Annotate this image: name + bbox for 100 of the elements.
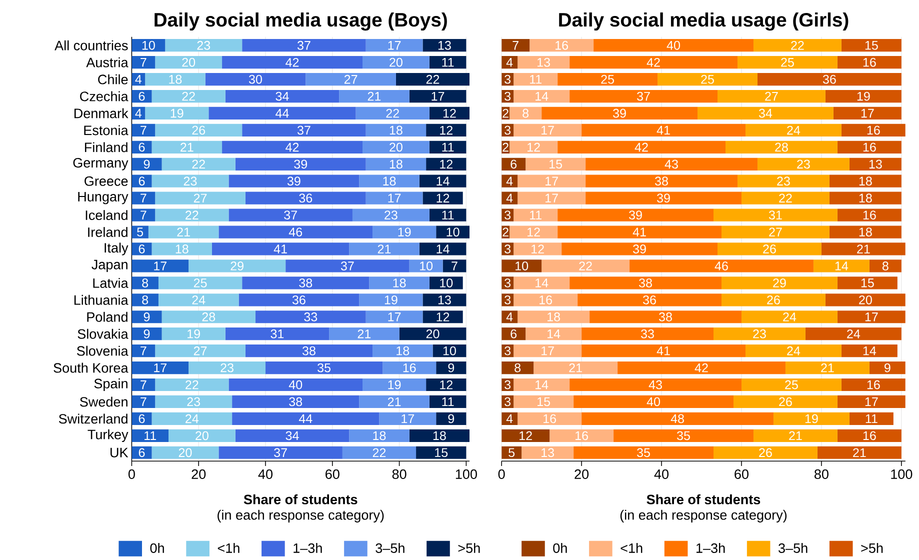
bar bbox=[570, 56, 738, 69]
data-label: 41 bbox=[656, 346, 670, 356]
data-label: 21 bbox=[358, 329, 371, 338]
data-label: 3 bbox=[504, 244, 511, 254]
bar bbox=[222, 140, 363, 154]
bar bbox=[132, 38, 166, 52]
data-label: 22 bbox=[372, 448, 386, 457]
data-label: 24 bbox=[847, 329, 860, 338]
data-label: 16 bbox=[863, 142, 876, 152]
data-label: 36 bbox=[299, 194, 312, 202]
bar bbox=[232, 395, 360, 408]
data-label: 20 bbox=[196, 431, 208, 440]
bar bbox=[833, 106, 902, 120]
data-label: 25 bbox=[194, 278, 207, 288]
data-label: 25 bbox=[601, 74, 614, 84]
legend-label: 1–3h bbox=[696, 542, 725, 553]
data-label: 9 bbox=[448, 363, 454, 372]
data-label: 16 bbox=[544, 414, 556, 424]
data-label: 26 bbox=[759, 448, 772, 458]
data-label: 36 bbox=[822, 74, 836, 84]
data-label: 23 bbox=[797, 160, 810, 169]
bar bbox=[841, 38, 902, 52]
bar bbox=[359, 294, 423, 306]
data-label: 16 bbox=[863, 210, 876, 220]
data-label: 12 bbox=[520, 431, 532, 440]
bar bbox=[416, 446, 466, 459]
data-label: 3 bbox=[504, 92, 511, 101]
data-label: 39 bbox=[287, 176, 300, 186]
data-label: 36 bbox=[643, 295, 656, 304]
bar bbox=[514, 276, 570, 290]
data-label: 33 bbox=[304, 312, 318, 322]
x-axis-title: Share of students bbox=[646, 494, 760, 504]
data-label: 18 bbox=[393, 278, 406, 288]
data-label: 17 bbox=[542, 346, 554, 356]
data-label: 25 bbox=[781, 58, 794, 67]
data-label: 37 bbox=[637, 92, 650, 101]
bar bbox=[218, 446, 342, 459]
data-label: 4 bbox=[506, 194, 513, 202]
data-label: 4 bbox=[506, 176, 513, 186]
bar bbox=[379, 412, 436, 425]
y-tick-label: Slovenia bbox=[76, 346, 128, 356]
bar bbox=[570, 378, 742, 391]
data-label: 6 bbox=[138, 92, 145, 101]
bar bbox=[502, 260, 542, 272]
data-label: 19 bbox=[388, 380, 401, 390]
y-tick-label: Italy bbox=[104, 242, 128, 256]
bar bbox=[722, 276, 838, 290]
bar bbox=[514, 378, 570, 391]
data-label: 6 bbox=[510, 160, 517, 169]
bar bbox=[422, 294, 466, 306]
x-tick-label: 80 bbox=[392, 469, 406, 479]
data-label: 37 bbox=[297, 40, 310, 50]
bar bbox=[582, 124, 746, 136]
bar bbox=[152, 446, 219, 459]
data-label: 12 bbox=[436, 312, 450, 322]
data-label: 36 bbox=[292, 295, 306, 304]
bar bbox=[630, 260, 814, 272]
data-label: 15 bbox=[550, 160, 562, 168]
bar bbox=[145, 72, 206, 86]
bar bbox=[542, 106, 698, 120]
data-label: 14 bbox=[835, 262, 848, 270]
data-label: 22 bbox=[426, 74, 440, 84]
bar bbox=[396, 72, 470, 86]
data-label: 19 bbox=[857, 92, 870, 101]
data-label: 18 bbox=[548, 312, 560, 322]
bar bbox=[718, 90, 826, 103]
bar bbox=[429, 395, 466, 408]
x-tick-label: 20 bbox=[192, 469, 206, 479]
bar bbox=[773, 412, 850, 425]
bar bbox=[753, 38, 842, 52]
data-label: 20 bbox=[178, 448, 192, 458]
bar bbox=[362, 140, 430, 154]
bar bbox=[228, 208, 352, 222]
data-label: 12 bbox=[440, 160, 452, 168]
data-label: 7 bbox=[140, 210, 146, 220]
bar bbox=[429, 276, 463, 290]
data-label: 37 bbox=[340, 261, 354, 270]
bar bbox=[426, 124, 466, 136]
bar bbox=[222, 56, 363, 69]
bar bbox=[718, 242, 822, 256]
bar bbox=[722, 226, 830, 238]
data-label: 14 bbox=[536, 380, 548, 390]
data-label: 14 bbox=[436, 176, 450, 186]
data-label: 24 bbox=[787, 346, 800, 356]
bar bbox=[132, 276, 158, 290]
data-label: 5 bbox=[508, 448, 515, 457]
bar bbox=[162, 158, 236, 170]
data-label: 21 bbox=[853, 448, 866, 457]
x-tick-label: 40 bbox=[258, 469, 273, 479]
data-label: 40 bbox=[646, 397, 660, 406]
data-label: 34 bbox=[276, 92, 289, 101]
bar bbox=[753, 429, 838, 442]
legend-label: 0h bbox=[150, 542, 164, 553]
x-tick-label: 60 bbox=[734, 469, 748, 479]
data-label: 14 bbox=[863, 346, 876, 356]
data-label: 8 bbox=[514, 363, 521, 372]
bar bbox=[562, 242, 718, 256]
bar bbox=[238, 294, 360, 306]
data-label: 17 bbox=[388, 40, 401, 50]
data-label: 23 bbox=[184, 176, 197, 186]
